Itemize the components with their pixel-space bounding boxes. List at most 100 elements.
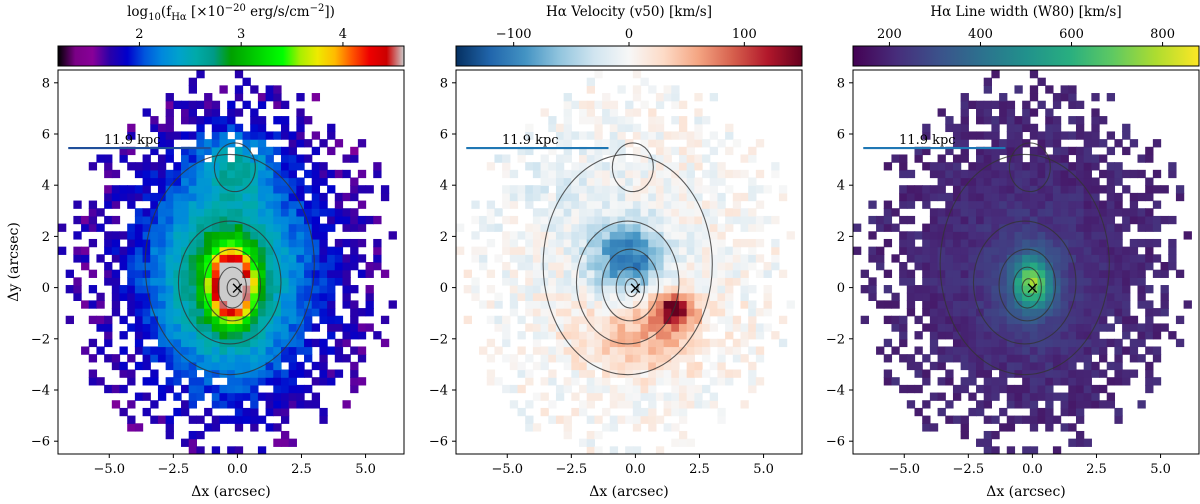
heatmap-cell bbox=[525, 423, 534, 432]
heatmap-cell bbox=[227, 331, 236, 340]
heatmap-cell bbox=[280, 262, 290, 271]
heatmap-cell bbox=[548, 162, 557, 171]
heatmap-cell bbox=[1083, 331, 1092, 340]
heatmap-cell bbox=[242, 100, 251, 109]
heatmap-cell bbox=[1075, 407, 1085, 417]
heatmap-cell bbox=[571, 361, 580, 371]
heatmap-cell bbox=[891, 154, 900, 163]
heatmap-cell bbox=[648, 292, 657, 301]
heatmap-cell bbox=[853, 246, 862, 255]
heatmap-cell bbox=[1029, 215, 1039, 225]
heatmap-cell bbox=[1060, 254, 1069, 263]
heatmap-cell bbox=[157, 208, 167, 217]
heatmap-cell bbox=[509, 231, 519, 240]
heatmap-cell bbox=[945, 116, 954, 125]
heatmap-cell bbox=[991, 162, 1000, 171]
heatmap-cell bbox=[968, 277, 977, 286]
heatmap-cell bbox=[632, 192, 642, 202]
heatmap-cell bbox=[640, 100, 649, 109]
heatmap-cell bbox=[1022, 123, 1031, 133]
heatmap-cell bbox=[350, 377, 359, 386]
heatmap-cell bbox=[265, 277, 274, 286]
heatmap-cell bbox=[1137, 223, 1146, 232]
x-tick-label: 0.0 bbox=[227, 462, 248, 477]
heatmap-cell bbox=[786, 231, 795, 240]
heatmap-cell bbox=[1160, 215, 1169, 225]
heatmap-cell bbox=[1029, 108, 1039, 117]
heatmap-cell bbox=[686, 346, 695, 355]
heatmap-cell bbox=[173, 208, 182, 217]
heatmap-cell bbox=[494, 292, 503, 301]
heatmap-cell bbox=[509, 269, 519, 278]
heatmap-cell bbox=[1006, 338, 1016, 348]
heatmap-cell bbox=[976, 331, 985, 340]
heatmap-cell bbox=[594, 215, 603, 225]
heatmap-cell bbox=[219, 392, 228, 401]
heatmap-cell bbox=[188, 369, 197, 378]
heatmap-cell bbox=[976, 384, 985, 394]
heatmap-cell bbox=[525, 238, 534, 248]
heatmap-cell bbox=[899, 238, 908, 248]
heatmap-cell bbox=[929, 300, 939, 309]
heatmap-cell bbox=[134, 208, 144, 217]
heatmap-cell bbox=[173, 315, 182, 325]
heatmap-cell bbox=[273, 361, 282, 371]
heatmap-cell bbox=[609, 338, 619, 348]
heatmap-cell bbox=[686, 354, 695, 363]
heatmap-cell bbox=[532, 392, 542, 401]
heatmap-cell bbox=[937, 315, 946, 325]
heatmap-cell bbox=[602, 146, 611, 156]
heatmap-cell bbox=[891, 377, 900, 386]
heatmap-cell bbox=[1106, 285, 1116, 294]
heatmap-cell bbox=[111, 215, 121, 225]
heatmap-cell bbox=[219, 85, 228, 94]
y-tick-label: −4 bbox=[31, 384, 50, 399]
contour-line bbox=[601, 248, 660, 322]
heatmap-cell bbox=[119, 292, 128, 301]
heatmap-cell bbox=[609, 346, 619, 355]
heatmap-cell bbox=[725, 254, 734, 263]
heatmap-cell bbox=[594, 238, 603, 248]
heatmap-cell bbox=[1160, 292, 1169, 301]
heatmap-cell bbox=[1037, 246, 1046, 255]
heatmap-cell bbox=[471, 246, 480, 255]
heatmap-cell bbox=[1006, 308, 1016, 317]
heatmap-cell bbox=[265, 262, 274, 271]
heatmap-cell bbox=[1099, 223, 1108, 232]
heatmap-cell bbox=[280, 308, 290, 317]
x-tick-label: 2.5 bbox=[689, 462, 710, 477]
heatmap-cell bbox=[296, 108, 305, 117]
heatmap-cell bbox=[288, 139, 297, 148]
heatmap-cell bbox=[671, 423, 680, 432]
heatmap-cell bbox=[732, 215, 742, 225]
heatmap-cell bbox=[983, 415, 992, 424]
heatmap-cell bbox=[960, 331, 969, 340]
heatmap-cell bbox=[960, 208, 969, 217]
y-tick-label: 2 bbox=[42, 230, 50, 245]
heatmap-cell bbox=[1137, 238, 1146, 248]
heatmap-cell bbox=[342, 254, 351, 263]
heatmap-cell bbox=[602, 215, 611, 225]
heatmap-cell bbox=[648, 246, 657, 255]
heatmap-cell bbox=[188, 238, 197, 248]
heatmap-cell bbox=[265, 323, 274, 332]
heatmap-cell bbox=[663, 292, 672, 301]
heatmap-cell bbox=[181, 162, 190, 171]
heatmap-cell bbox=[311, 208, 321, 217]
heatmap-cell bbox=[509, 254, 519, 263]
heatmap-cell bbox=[548, 246, 557, 255]
heatmap-cell bbox=[740, 169, 749, 179]
heatmap-cell bbox=[327, 300, 336, 309]
heatmap-cell bbox=[655, 331, 665, 340]
heatmap-cell bbox=[1029, 423, 1039, 432]
flux-contours bbox=[542, 142, 713, 376]
heatmap-cell bbox=[173, 331, 182, 340]
heatmap-cell bbox=[1137, 215, 1146, 225]
heatmap-cell bbox=[1106, 223, 1116, 232]
heatmap-cell bbox=[1006, 116, 1016, 125]
heatmap-cell bbox=[555, 331, 565, 340]
heatmap-cell bbox=[602, 192, 611, 202]
heatmap-cell bbox=[319, 346, 328, 355]
heatmap-cell bbox=[686, 154, 695, 163]
heatmap-cell bbox=[1083, 215, 1092, 225]
